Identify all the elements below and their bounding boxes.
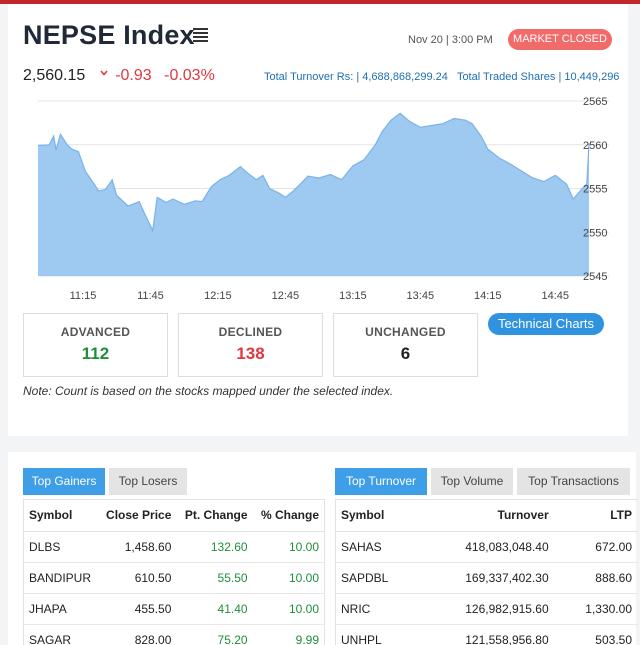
pt-change-cell: 41.40 [177, 593, 254, 625]
index-chart[interactable]: 2565 2560 2555 2550 2545 11:15 11:45 12:15 12:45… [33, 92, 613, 307]
declined-box: DECLINED 138 [178, 313, 323, 377]
col-close-price: Close Price [98, 500, 178, 532]
y-tick-label: 2545 [583, 271, 607, 283]
col-pct-change: % Change [253, 500, 325, 532]
tab-top-turnover[interactable]: Top Turnover [335, 468, 427, 495]
unchanged-box: UNCHANGED 6 [333, 313, 478, 377]
index-line [37, 112, 590, 233]
advanced-box: ADVANCED 112 [23, 313, 168, 377]
ltp-cell: 672.00 [554, 531, 638, 563]
tab-top-gainers[interactable]: Top Gainers [23, 468, 105, 495]
chevron-down-icon [100, 70, 108, 76]
turnover-summary: Total Turnover Rs: | 4,688,868,299.24 To… [264, 71, 619, 83]
x-tick-label: 14:45 [541, 290, 569, 302]
close-price-cell: 610.50 [98, 562, 178, 594]
pt-change-cell: 132.60 [177, 531, 254, 563]
turnover-cell: 121,558,956.80 [419, 624, 555, 645]
col-turnover: Turnover [419, 500, 555, 532]
symbol-cell[interactable]: SAPDBL [335, 562, 420, 594]
table-row[interactable]: JHAPA 455.50 41.40 10.00 [23, 593, 325, 625]
y-tick-label: 2560 [583, 140, 607, 152]
market-status-badge: MARKET CLOSED [508, 29, 612, 50]
tab-top-losers[interactable]: Top Losers [109, 468, 187, 495]
turnover-cell: 169,337,402.30 [419, 562, 555, 594]
table-row[interactable]: NRIC 126,982,915.60 1,330.00 [335, 593, 638, 625]
index-value: 2,560.15 [23, 67, 86, 84]
market-datetime: Nov 20 | 3:00 PM [408, 34, 493, 46]
pct-change-cell: 10.00 [253, 531, 325, 563]
declined-count: 138 [236, 344, 265, 363]
ltp-cell: 888.60 [554, 562, 638, 594]
turnover-header-row: Symbol Turnover LTP [335, 500, 638, 532]
technical-charts-button[interactable]: Technical Charts [488, 313, 604, 335]
ltp-cell: 503.50 [554, 624, 638, 645]
close-price-cell: 1,458.60 [98, 531, 178, 563]
col-symbol: Symbol [335, 500, 420, 532]
y-tick-label: 2555 [583, 184, 607, 196]
index-value-row: 2,560.15 -0.93 -0.03% [23, 67, 215, 85]
turnover-label: Total Turnover Rs: | [264, 71, 360, 83]
table-row[interactable]: DLBS 1,458.60 132.60 10.00 [23, 531, 325, 563]
table-row[interactable]: SAGAR 828.00 75.20 9.99 [23, 624, 325, 645]
x-tick-label: 13:15 [339, 290, 367, 302]
x-tick-label: 11:45 [137, 290, 164, 302]
top-accent-bar [0, 0, 640, 4]
close-price-cell: 828.00 [98, 624, 178, 645]
x-tick-label: 12:15 [204, 290, 232, 302]
symbol-cell[interactable]: BANDIPUR [23, 562, 99, 594]
turnover-table: Symbol Turnover LTP SAHAS 418,083,048.40… [335, 500, 638, 645]
unchanged-count: 6 [400, 344, 411, 363]
percent-change: -0.03% [164, 67, 215, 84]
gainers-table: Symbol Close Price Pt. Change % Change D… [23, 500, 325, 645]
symbol-cell[interactable]: SAGAR [23, 624, 99, 645]
page-title: NEPSE Index [23, 20, 195, 50]
table-row[interactable]: SAHAS 418,083,048.40 672.00 [335, 531, 638, 563]
col-ltp: LTP [554, 500, 638, 532]
tab-top-transactions[interactable]: Top Transactions [517, 468, 630, 495]
unchanged-label: UNCHANGED [365, 325, 446, 339]
pct-change-cell: 9.99 [253, 624, 325, 645]
symbol-cell[interactable]: JHAPA [23, 593, 99, 625]
x-tick-label: 12:45 [272, 290, 300, 302]
turnover-cell: 418,083,048.40 [419, 531, 555, 563]
col-pt-change: Pt. Change [177, 500, 254, 532]
symbol-cell[interactable]: NRIC [335, 593, 420, 625]
x-tick-label: 14:15 [474, 290, 502, 302]
advanced-count: 112 [81, 344, 110, 363]
index-note: Note: Count is based on the stocks mappe… [23, 384, 394, 398]
advanced-label: ADVANCED [60, 325, 131, 339]
index-summary-card: NEPSE Index Nov 20 | 3:00 PM MARKET CLOS… [8, 4, 628, 436]
pt-change-cell: 55.50 [177, 562, 254, 594]
table-row[interactable]: SAPDBL 169,337,402.30 888.60 [335, 562, 638, 594]
ltp-cell: 1,330.00 [554, 593, 638, 625]
symbol-cell[interactable]: DLBS [23, 531, 99, 563]
pt-change-cell: 75.20 [177, 624, 254, 645]
close-price-cell: 455.50 [98, 593, 178, 625]
menu-icon[interactable] [193, 28, 208, 42]
table-row[interactable]: UNHPL 121,558,956.80 503.50 [335, 624, 638, 645]
index-area [38, 113, 589, 276]
symbol-cell[interactable]: SAHAS [335, 531, 420, 563]
x-tick-label: 11:15 [70, 290, 97, 302]
point-change: -0.93 [115, 67, 152, 84]
gainers-header-row: Symbol Close Price Pt. Change % Change [23, 500, 325, 532]
symbol-cell[interactable]: UNHPL [335, 624, 420, 645]
shares-value: 10,449,296 [564, 71, 620, 83]
top-lists-card: Top Gainers Top Losers Top Turnover Top … [8, 452, 638, 645]
y-tick-label: 2550 [583, 227, 607, 239]
shares-label: Total Traded Shares | [456, 71, 562, 83]
declined-label: DECLINED [218, 325, 283, 339]
tab-top-volume[interactable]: Top Volume [431, 468, 513, 495]
turnover-value: 4,688,868,299.24 [362, 71, 448, 83]
turnover-cell: 126,982,915.60 [419, 593, 555, 625]
table-row[interactable]: BANDIPUR 610.50 55.50 10.00 [23, 562, 325, 594]
pct-change-cell: 10.00 [253, 593, 325, 625]
pct-change-cell: 10.00 [253, 562, 325, 594]
y-tick-label: 2565 [583, 96, 607, 108]
col-symbol: Symbol [23, 500, 99, 532]
x-tick-label: 13:45 [407, 290, 435, 302]
